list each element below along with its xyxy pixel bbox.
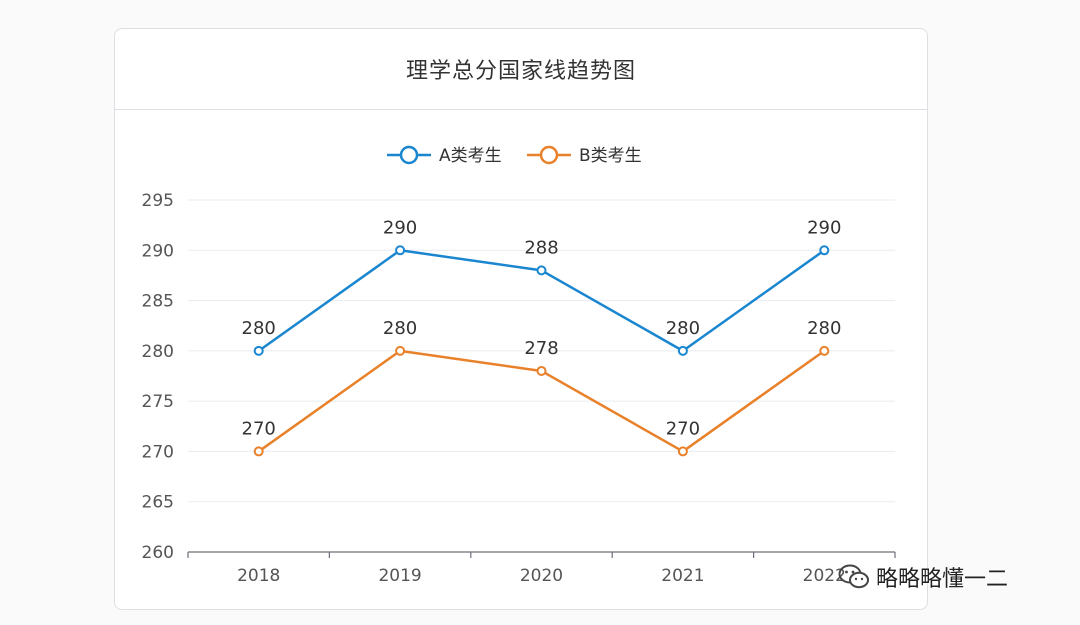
data-point — [536, 365, 547, 376]
data-point — [677, 345, 688, 356]
chart-header: 理学总分国家线趋势图 — [115, 29, 927, 110]
legend-label: B类考生 — [579, 146, 642, 166]
data-label: 280 — [242, 318, 276, 339]
x-tick-label: 2018 — [237, 566, 280, 586]
data-point — [677, 446, 688, 457]
y-tick-label: 280 — [142, 342, 174, 362]
legend-marker — [399, 145, 419, 165]
data-label: 280 — [383, 318, 417, 339]
y-tick-label: 295 — [142, 191, 174, 211]
data-label: 270 — [666, 418, 700, 439]
watermark: 略略略懂一二 — [838, 562, 1008, 592]
y-tick-label: 270 — [142, 442, 174, 462]
chart-title: 理学总分国家线趋势图 — [405, 59, 636, 84]
data-label: 288 — [524, 237, 558, 258]
data-label: 270 — [242, 418, 276, 439]
data-label: 290 — [807, 217, 841, 238]
legend-label: A类考生 — [439, 146, 502, 166]
x-tick-label: 2020 — [520, 566, 563, 586]
x-tick-label: 2019 — [378, 566, 421, 586]
y-tick-label: 265 — [142, 493, 174, 513]
x-tick-label: 2022 — [803, 566, 846, 586]
data-label: 278 — [524, 338, 558, 359]
data-label: 290 — [383, 217, 417, 238]
watermark-text: 略略略懂一二 — [876, 567, 1009, 592]
data-point — [536, 265, 547, 276]
data-label: 280 — [666, 318, 700, 339]
data-point — [253, 345, 264, 356]
y-tick-label: 285 — [142, 292, 174, 312]
y-tick-label: 260 — [142, 543, 174, 563]
y-tick-label: 290 — [142, 241, 174, 261]
data-label: 280 — [807, 318, 841, 339]
data-point — [253, 446, 264, 457]
legend-marker — [539, 145, 559, 165]
data-point — [395, 245, 406, 256]
wechat-icon — [838, 564, 869, 589]
y-tick-label: 275 — [142, 392, 174, 412]
data-point — [819, 345, 830, 356]
x-tick-label: 2021 — [661, 566, 704, 586]
chart-card: 理学总分国家线趋势图 — [114, 28, 928, 610]
data-point — [819, 245, 830, 256]
data-point — [395, 345, 406, 356]
